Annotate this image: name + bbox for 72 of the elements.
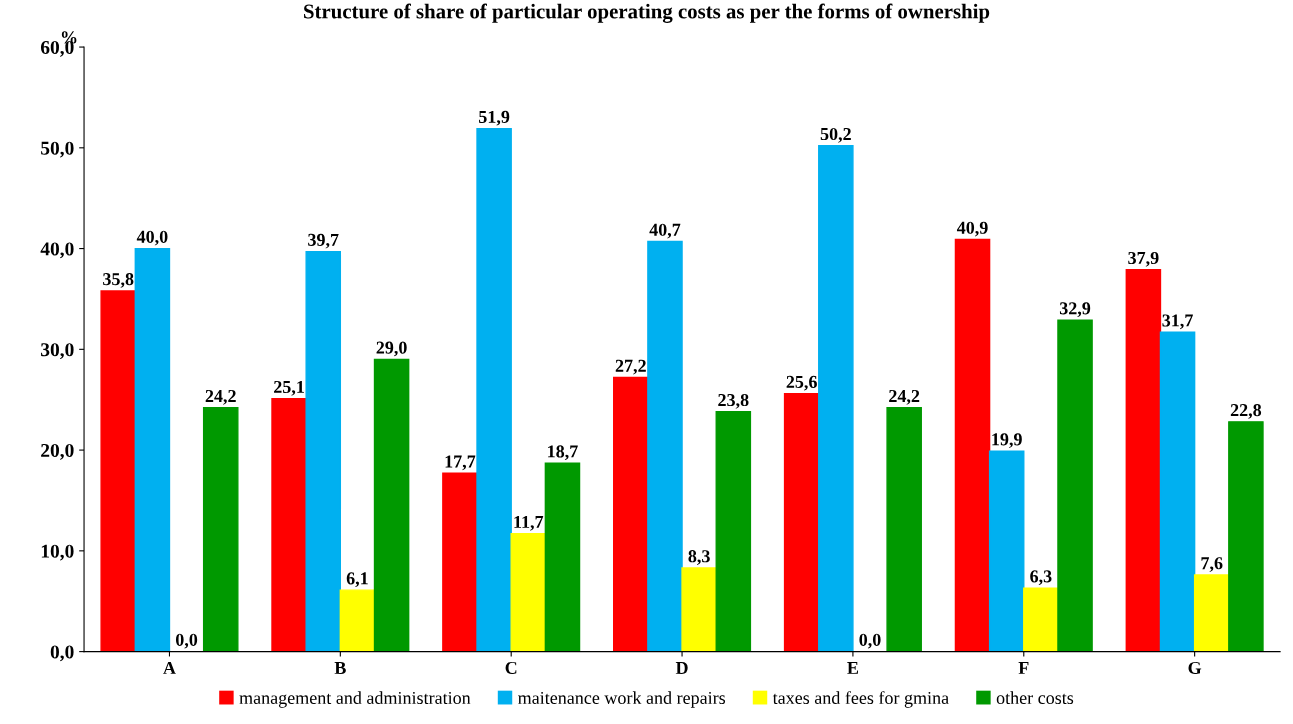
bar [544,462,581,652]
bar [476,127,512,652]
bar [715,411,752,652]
bar [373,358,410,652]
legend-label: other costs [996,691,1074,705]
bar [100,290,136,652]
data-label: 8,3 [688,550,710,565]
y-tick-label: 10,0 [41,544,74,561]
bar [134,247,171,652]
data-label: 31,7 [1162,314,1193,330]
data-label: 39,7 [308,233,339,249]
data-label: 25,1 [274,380,304,396]
data-label: 35,8 [103,273,134,288]
legend-label: maitenance work and repairs [518,691,726,708]
bar [1159,331,1196,652]
legend-label: management and administration [239,691,471,708]
data-label: 18,7 [548,445,578,461]
y-tick-label: 40,0 [40,242,74,259]
data-label: 32,9 [1059,302,1091,318]
data-label: 40,9 [956,221,988,237]
bar [647,240,683,652]
bar [1057,319,1093,652]
data-label: 40,0 [136,230,168,246]
bar [442,472,478,652]
bar [954,238,991,652]
data-label: 0,0 [859,633,881,649]
data-label: 17,7 [445,455,476,471]
bar [1228,421,1264,652]
data-label: 7,6 [1201,557,1223,572]
data-label: 24,2 [205,389,236,405]
bar [988,450,1025,652]
data-label: 37,9 [1128,251,1159,267]
data-label: 22,8 [1230,404,1262,419]
data-label: 25,6 [786,375,817,391]
data-label: 50,2 [820,127,851,143]
y-tick-label: 30,0 [41,343,74,360]
bar [1193,574,1230,652]
data-label: 23,8 [718,393,749,409]
x-tick-label: G [1188,661,1202,675]
bar [271,398,307,652]
data-label: 0,0 [175,633,198,649]
data-label: 51,9 [479,110,510,126]
x-tick-label: A [163,661,176,674]
chart-title: Structure of share of particular operating costs as per the forms of ownership [304,3,990,23]
bar [613,376,649,652]
data-label: 11,7 [514,515,544,531]
x-tick-label: D [675,662,688,674]
y-tick-label: 20,0 [41,443,74,460]
data-label: 40,7 [649,223,681,239]
data-label: 29,0 [376,341,407,357]
data-label: 24,2 [889,389,920,405]
x-tick-label: C [505,661,517,675]
x-tick-label: B [334,662,346,674]
data-label: 19,9 [992,433,1022,449]
bar [1023,587,1059,652]
data-label: 6,1 [346,572,368,588]
x-tick-label: F [1018,662,1029,674]
data-label: 6,3 [1030,570,1052,586]
bar [305,250,342,652]
y-tick-label: 50,0 [41,141,74,158]
y-tick-label: 0,0 [50,645,74,662]
bar [202,407,239,652]
bar [886,407,922,652]
legend-label: taxes and fees for gmina [772,691,949,708]
data-label: 27,2 [615,359,646,375]
bar [783,392,820,652]
bar [681,567,717,652]
bar [1125,269,1162,652]
bar [818,145,854,652]
bar [339,589,376,652]
x-tick-label: E [847,662,859,674]
bar [510,533,547,652]
